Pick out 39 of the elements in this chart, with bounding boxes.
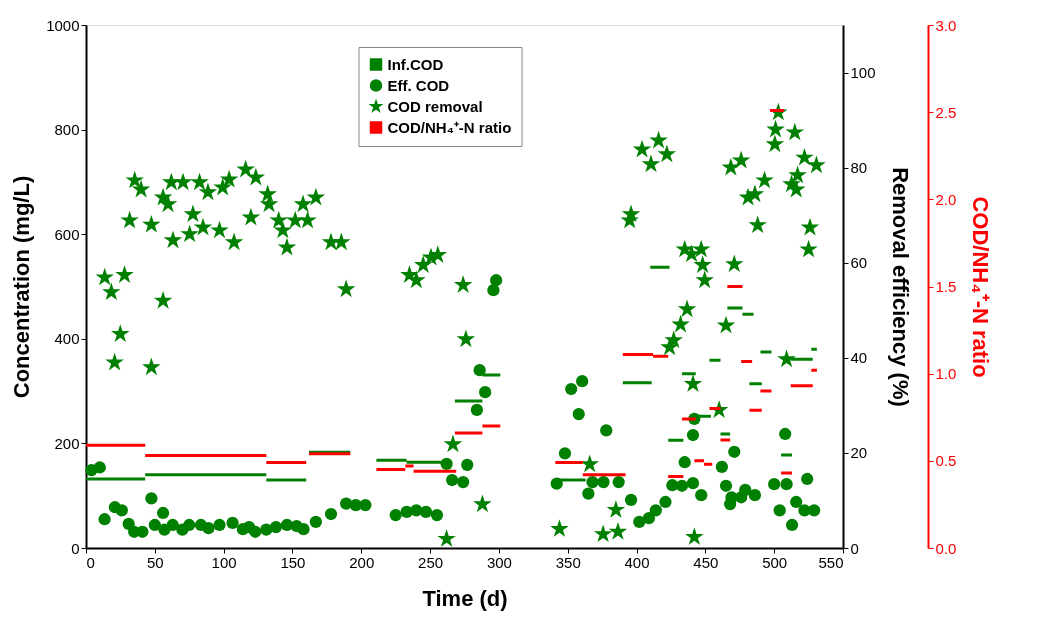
- x-axis-title: Time (d): [422, 585, 508, 611]
- y-axis-title: Concentration (mg/L): [9, 175, 35, 399]
- y2-tick-label: 0: [850, 539, 859, 557]
- x-tick-label: 200: [349, 553, 375, 571]
- x-tick-label: 350: [555, 553, 581, 571]
- y-tick-label: 200: [54, 434, 80, 452]
- legend-label: COD removal: [387, 97, 483, 115]
- y2-tick-label: 100: [850, 64, 876, 82]
- legend-label: COD/NH₄⁺-N ratio: [387, 118, 512, 136]
- y2-tick-label: 20: [850, 444, 868, 462]
- y3-tick-label: 0.0: [935, 539, 957, 557]
- y3-tick-label: 2.5: [935, 103, 957, 121]
- y2-tick-label: 40: [850, 349, 868, 367]
- legend-label: Inf.COD: [387, 55, 444, 73]
- y3-tick-label: 2.0: [935, 190, 957, 208]
- x-tick-label: 0: [86, 553, 95, 571]
- y-tick-label: 0: [71, 539, 80, 557]
- x-tick-label: 50: [146, 553, 164, 571]
- y3-tick-label: 0.5: [935, 452, 957, 470]
- x-tick-label: 550: [818, 553, 844, 571]
- x-tick-label: 500: [762, 553, 788, 571]
- y-tick-label: 400: [54, 330, 80, 348]
- y3-tick-label: 3.0: [935, 16, 957, 34]
- y2-tick-label: 60: [850, 254, 868, 272]
- y2-tick-label: 80: [850, 159, 868, 177]
- y-tick-label: 800: [54, 121, 80, 139]
- y-tick-label: 600: [54, 225, 80, 243]
- x-tick-label: 150: [280, 553, 306, 571]
- y2-axis-title: Removal efficiency (%): [887, 167, 913, 407]
- y3-axis-title: COD/NH₄⁺-N ratio: [968, 196, 994, 378]
- x-tick-label: 300: [486, 553, 512, 571]
- x-tick-label: 100: [211, 553, 237, 571]
- legend-label: Eff. COD: [387, 76, 450, 94]
- x-tick-label: 450: [693, 553, 719, 571]
- y3-tick-label: 1.5: [935, 278, 957, 295]
- y-tick-label: 1000: [46, 16, 80, 34]
- y3-tick-label: 1.0: [935, 365, 957, 383]
- x-tick-label: 400: [624, 553, 650, 571]
- x-tick-label: 250: [418, 553, 444, 571]
